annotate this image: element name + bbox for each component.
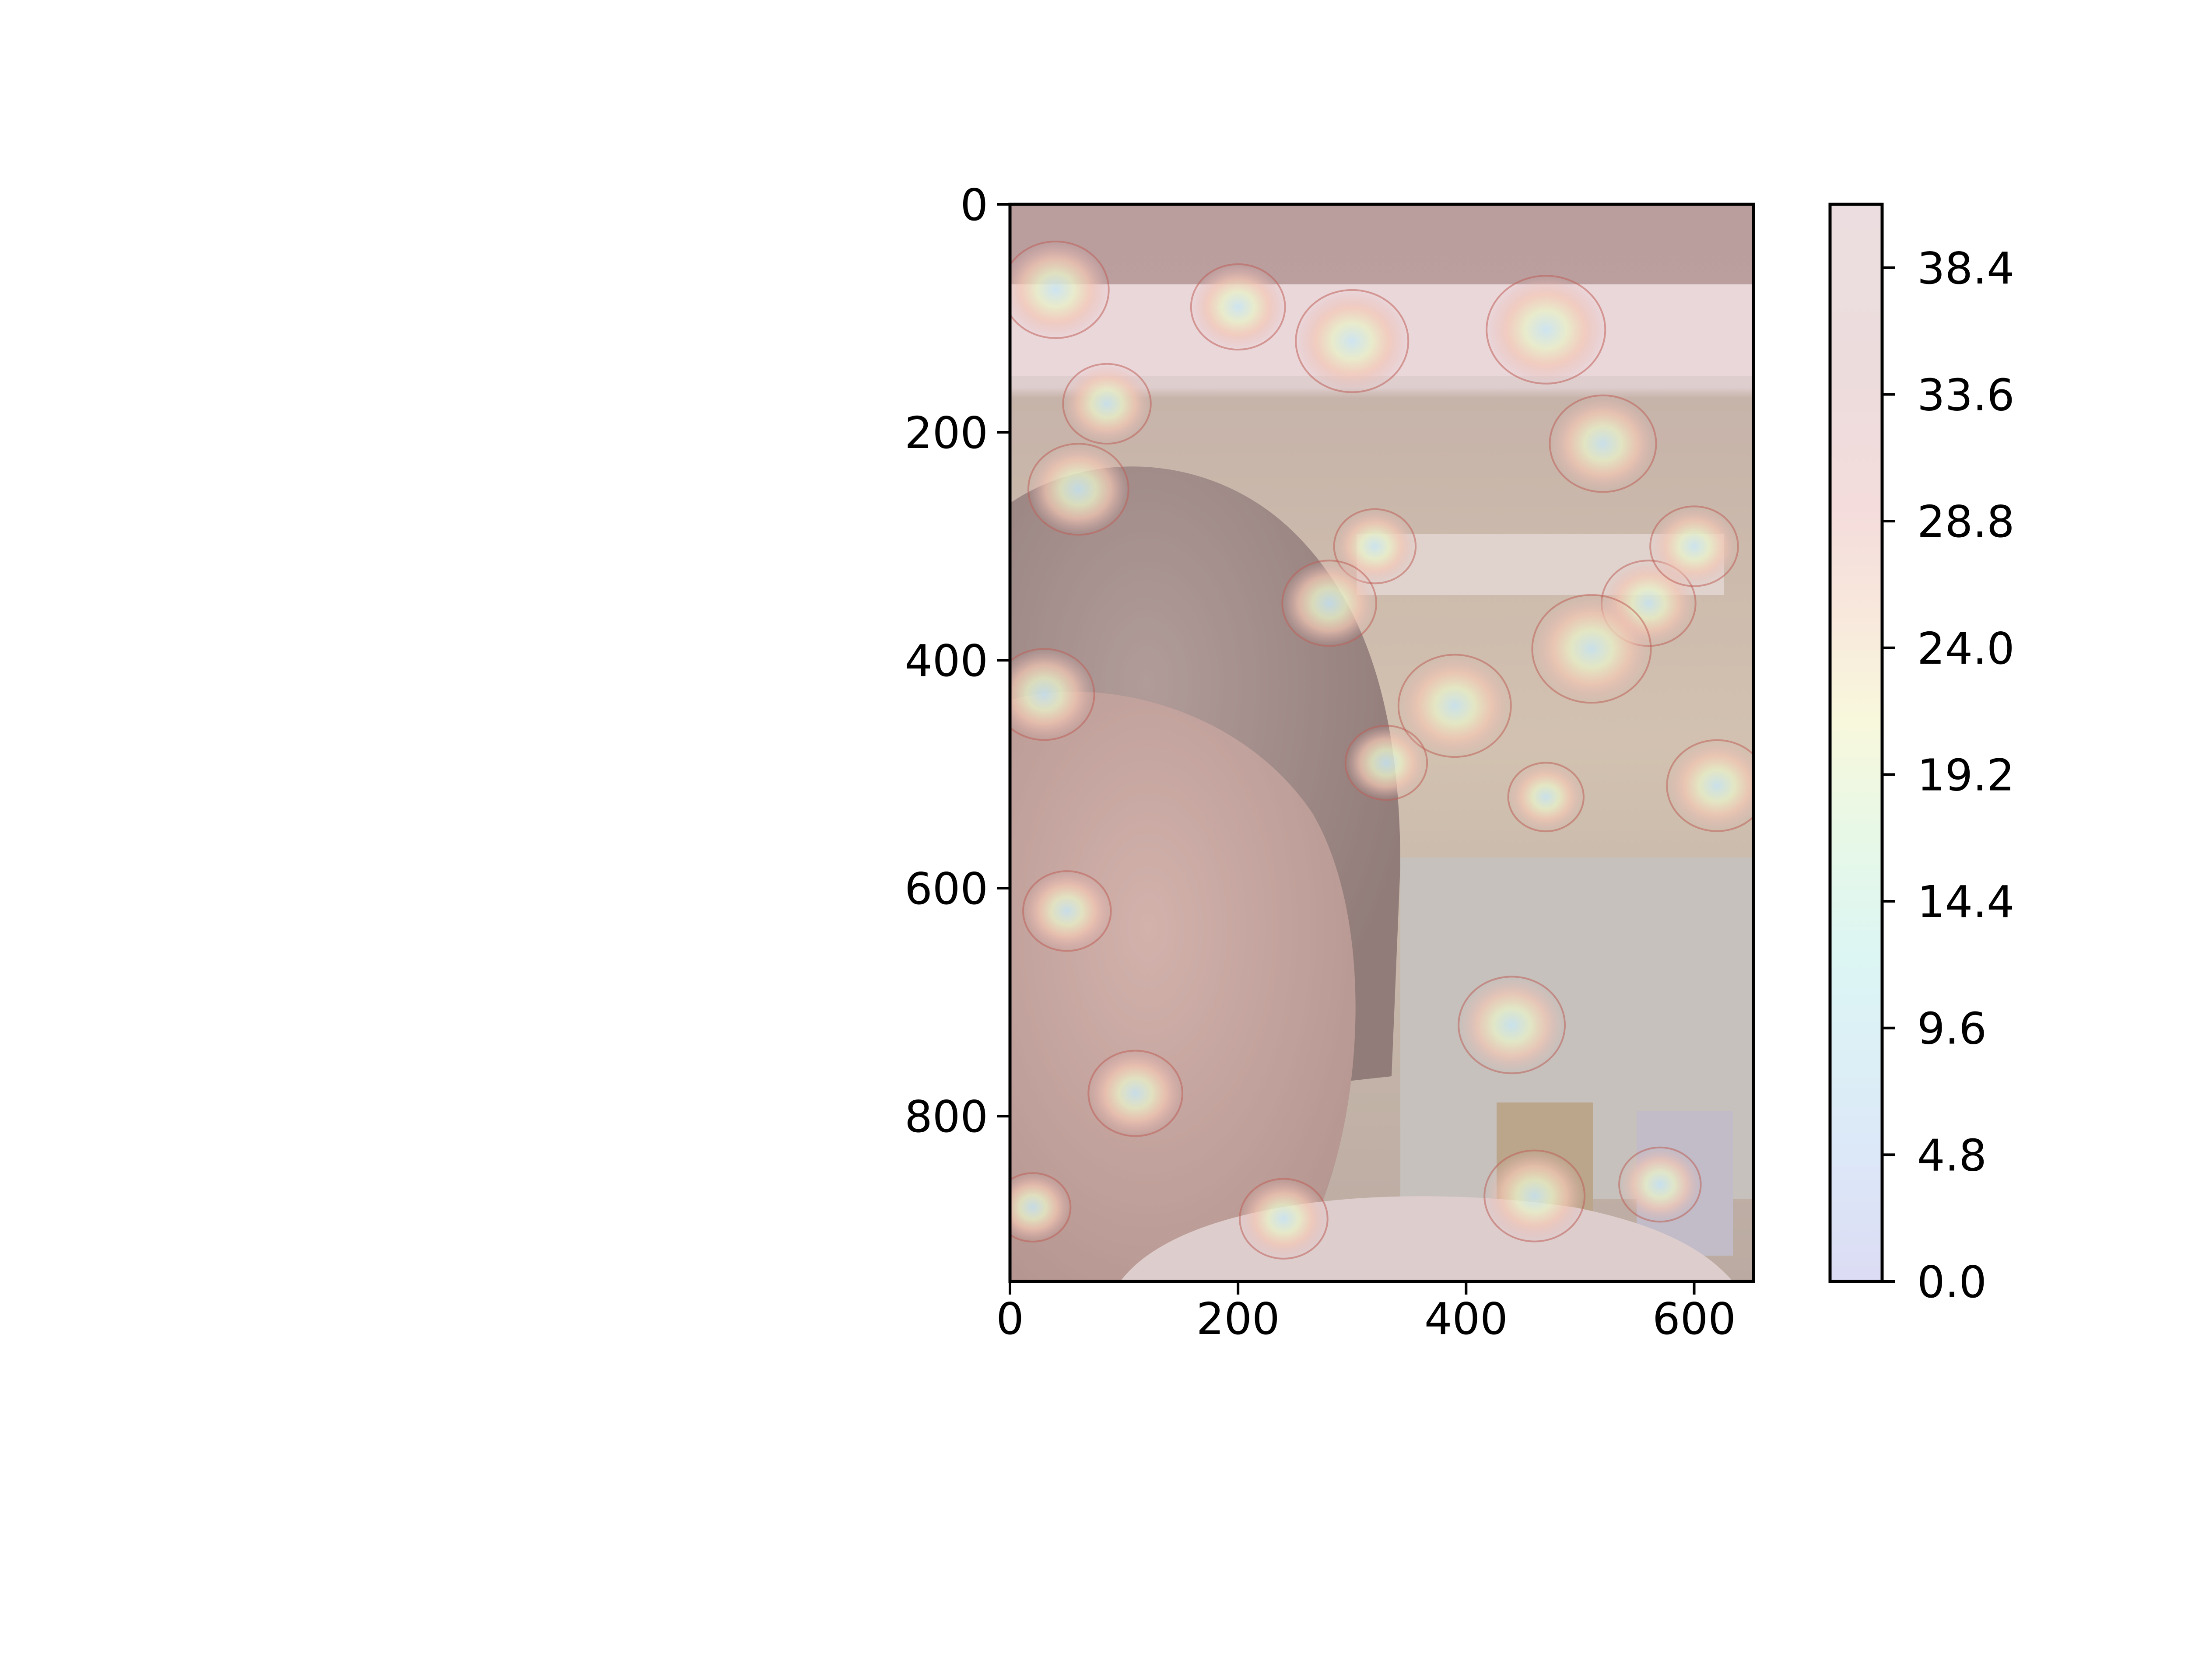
x-tick-label-400: 400 (1424, 1293, 1508, 1344)
colorbar-tick-label-7: 33.6 (1917, 369, 2015, 420)
hotspot-17 (1010, 1172, 1072, 1243)
hotspot-6 (1486, 275, 1606, 385)
x-axis: 0 200 400 600 (996, 1281, 1736, 1344)
hotspot-18 (1239, 1178, 1329, 1260)
hotspot-2 (1027, 443, 1129, 536)
face (1010, 691, 1356, 1281)
colorbar-tick-label-5: 24.0 (1917, 623, 2015, 674)
hotspot-12 (1397, 654, 1512, 758)
hotspot-9 (1649, 505, 1739, 587)
colorbar-axis: 0.0 4.8 9.6 14.4 19.2 24.0 28.8 33.6 38.4 (1882, 243, 2015, 1308)
hotspot-14 (1010, 648, 1095, 741)
hotspot-0 (1010, 241, 1110, 339)
colorbar-tick-label-8: 38.4 (1917, 243, 2015, 294)
hotspot-21 (1458, 976, 1566, 1074)
colorbar-tick-label-2: 9.6 (1917, 1003, 1987, 1054)
hotspot-23 (1281, 560, 1377, 647)
hotspot-13 (1344, 724, 1428, 801)
x-tick-label-600: 600 (1652, 1293, 1736, 1344)
hotspot-20 (1618, 1146, 1702, 1223)
hotspot-22 (1531, 594, 1652, 704)
hotspot-4 (1295, 289, 1410, 393)
hotspot-15 (1022, 870, 1112, 952)
hotspot-7 (1549, 394, 1657, 493)
plot-frame (1008, 203, 1755, 1283)
hotspot-11 (1666, 739, 1753, 832)
y-tick-label-600: 600 (905, 863, 988, 914)
x-tick-label-0: 0 (996, 1293, 1024, 1344)
plot-area (1010, 204, 1753, 1281)
colorbar-tick-label-1: 4.8 (1917, 1130, 1987, 1181)
y-tick-label-800: 800 (905, 1091, 988, 1142)
hotspot-3 (1190, 263, 1286, 351)
hotspot-16 (1087, 1050, 1184, 1137)
colorbar (1828, 203, 1884, 1283)
y-tick-label-0: 0 (960, 179, 988, 231)
hotspot-5 (1333, 508, 1417, 584)
colorbar-tick-label-4: 19.2 (1917, 749, 2015, 801)
hotspot-10 (1507, 762, 1585, 833)
y-axis: 0 200 400 600 800 (905, 179, 1010, 1142)
y-tick-label-200: 200 (905, 407, 988, 458)
colorbar-tick-label-0: 0.0 (1917, 1256, 1987, 1308)
colorbar-tick-label-3: 14.4 (1917, 876, 2015, 928)
colorbar-tick-label-6: 28.8 (1917, 496, 2015, 547)
hotspot-19 (1483, 1149, 1586, 1242)
y-tick-label-400: 400 (905, 635, 988, 686)
x-tick-label-200: 200 (1196, 1293, 1280, 1344)
hotspot-1 (1062, 363, 1152, 445)
contour-hotspots (1010, 241, 1753, 1260)
